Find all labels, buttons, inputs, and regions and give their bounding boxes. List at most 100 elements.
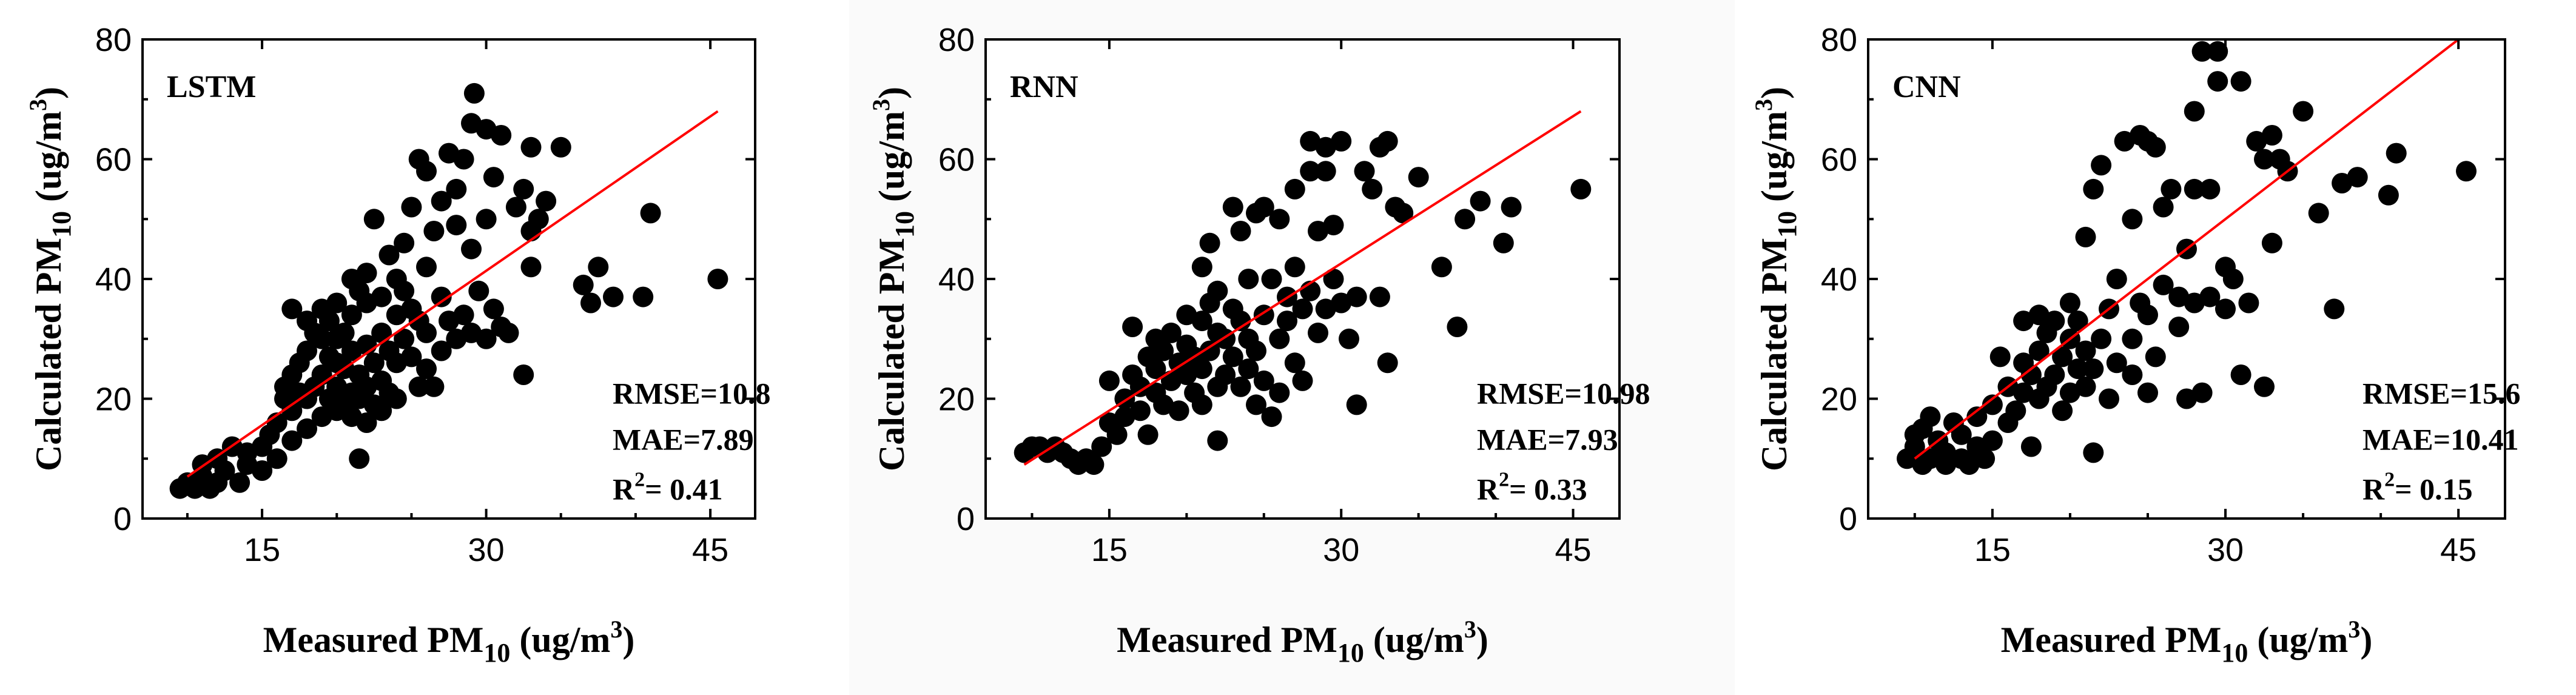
r2-prefix: R — [613, 472, 635, 506]
scatter-point — [1323, 269, 1344, 289]
scatter-point — [371, 322, 392, 343]
scatter-point — [1966, 406, 1988, 428]
y-tick-label: 20 — [938, 381, 975, 418]
scatter-point — [1191, 358, 1212, 380]
scatter-point — [2044, 364, 2065, 385]
scatter-point — [1098, 370, 1120, 391]
scatter-point — [2168, 317, 2190, 337]
model-title: LSTM — [167, 70, 256, 104]
scatter-point — [416, 257, 437, 278]
r2-superscript: 2 — [1499, 468, 1509, 491]
scatter-point — [2168, 286, 2190, 307]
scatter-point — [1153, 340, 1174, 361]
scatter-point — [1246, 394, 1266, 415]
scatter-point — [2261, 232, 2282, 253]
scatter-point — [2091, 328, 2112, 349]
y-tick-label: 80 — [1821, 22, 1857, 58]
scatter-point — [476, 328, 497, 349]
y-tick-label: 60 — [1821, 142, 1857, 178]
scatter-point — [1431, 257, 1452, 278]
x-axis-label: Measured PM10 (ug/m3) — [2001, 616, 2373, 668]
scatter-point — [1408, 167, 1429, 188]
scatter-point — [1091, 436, 1112, 457]
scatter-point — [453, 149, 474, 170]
y-label-unit: (ug/m — [29, 111, 69, 211]
scatter-point — [640, 203, 661, 224]
scatter-point — [1989, 346, 2011, 368]
chart-panel-rnn: 15 30 45 0 20 40 60 80 RNN RMSE=10.98 MAE=7.93 R2= … — [849, 0, 1735, 695]
scatter-point — [1346, 394, 1367, 415]
scatter-point — [2122, 209, 2143, 230]
scatter-point — [356, 263, 377, 284]
scatter-point — [326, 292, 348, 314]
scatter-point — [1253, 370, 1274, 391]
x-label-sub: 10 — [1337, 638, 1364, 668]
scatter-point — [416, 322, 437, 343]
y-tick-label: 0 — [1839, 501, 1857, 537]
scatter-point — [461, 238, 482, 260]
scatter-point — [1982, 430, 2003, 451]
y-label-main: Calculated PM — [29, 238, 69, 471]
chart-panel-cnn: 15 30 45 0 20 40 60 80 CNN RMSE=15.6 MAE=10.41 R2= … — [1735, 0, 2576, 695]
scatter-point — [2332, 173, 2353, 193]
scatter-point — [513, 178, 534, 200]
scatter-point — [2083, 358, 2104, 380]
scatter-point — [2207, 71, 2228, 92]
scatter-point — [349, 448, 370, 469]
scatter-point — [1300, 130, 1321, 152]
scatter-point — [2005, 400, 2026, 421]
scatter-point — [1315, 298, 1336, 320]
scatter-point — [1269, 209, 1290, 230]
scatter-point — [1207, 430, 1228, 451]
scatter-point — [408, 376, 429, 397]
scatter-point — [229, 472, 251, 493]
scatter-point — [2184, 292, 2205, 314]
scatter-point — [483, 167, 504, 188]
scatter-point — [1339, 328, 1359, 349]
scatter-point — [2261, 125, 2282, 146]
scatter-point — [2099, 388, 2119, 409]
y-tick-label: 60 — [95, 142, 132, 178]
r2-label: R2= 0.41 — [613, 468, 723, 506]
scatter-point — [2044, 311, 2065, 332]
chart-panel-lstm: 15 30 45 0 20 40 60 80 LSTM RMSE=10.8 MAE=7.89 R2= … — [0, 0, 849, 695]
regression-line — [186, 110, 719, 478]
scatter-point — [2386, 143, 2407, 164]
scatter-point — [528, 209, 549, 230]
scatter-point — [1129, 400, 1151, 421]
scatter-point — [1331, 292, 1352, 314]
scatter-point — [1083, 454, 1105, 475]
x-label-sup: 3 — [1464, 616, 1476, 643]
y-label-close: ) — [29, 87, 69, 99]
y-label-sub: 10 — [47, 211, 76, 238]
rmse-label: RMSE=10.8 — [613, 376, 770, 410]
scatter-point — [1246, 340, 1266, 361]
x-label-main: Measured PM — [2001, 620, 2222, 660]
scatter-point — [334, 322, 355, 343]
scatter-point — [2324, 298, 2345, 320]
scatter-point — [2028, 340, 2050, 361]
scatter-point — [2238, 292, 2259, 314]
scatter-point — [2191, 382, 2213, 403]
scatter-point — [2083, 178, 2104, 200]
scatter-points — [1897, 41, 2477, 475]
scatter-point — [580, 292, 601, 314]
scatter-point — [2145, 346, 2166, 368]
y-tick-label: 40 — [95, 261, 132, 298]
scatter-point — [536, 190, 557, 212]
scatter-point — [401, 346, 422, 368]
scatter-point — [431, 340, 452, 361]
scatter-point — [1284, 178, 1305, 200]
scatter-point — [1331, 130, 1352, 152]
scatter-point — [1493, 232, 1514, 253]
scatter-point — [2184, 101, 2205, 122]
r2-value: = 0.15 — [2395, 472, 2473, 506]
scatter-point — [214, 460, 235, 481]
y-label-sup: 3 — [24, 99, 52, 111]
scatter-point — [386, 388, 407, 409]
r2-label: R2= 0.15 — [2362, 468, 2473, 506]
y-tick-label: 80 — [95, 22, 132, 58]
scatter-point — [2215, 298, 2236, 320]
scatter-point — [2028, 304, 2050, 326]
y-axis-label: Calculated PM10 (ug/m3) — [1750, 87, 1802, 471]
